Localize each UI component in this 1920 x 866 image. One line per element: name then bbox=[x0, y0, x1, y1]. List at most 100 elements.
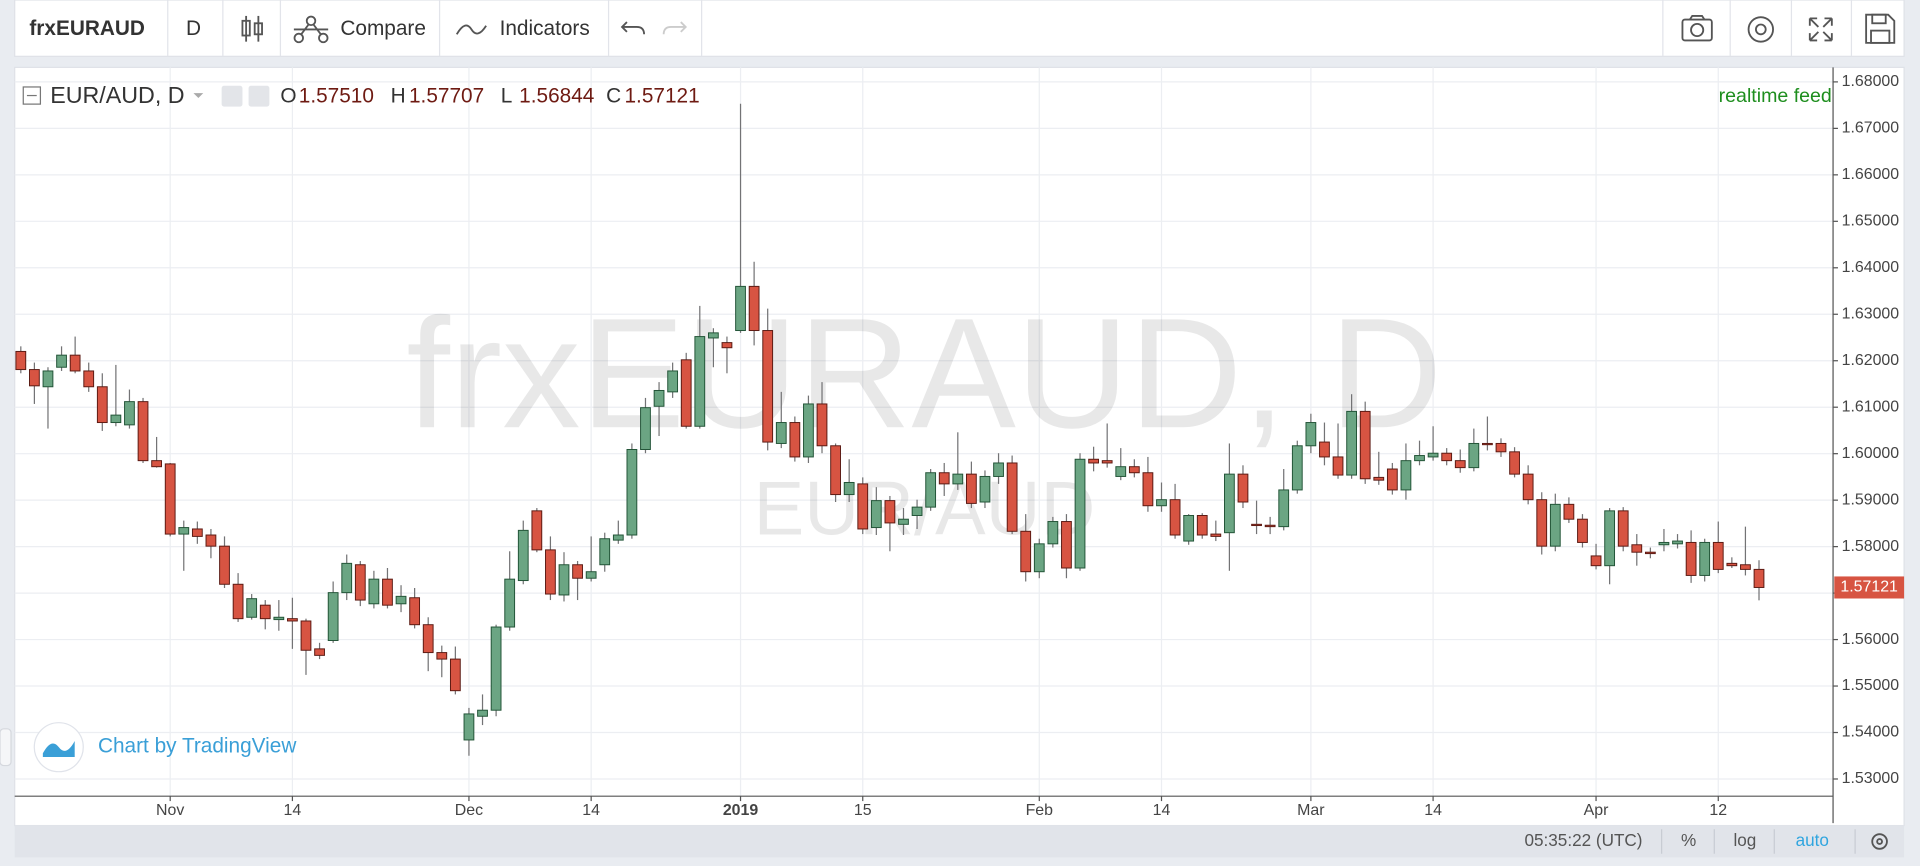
ohlc-value: 1.57121 bbox=[624, 84, 699, 107]
candle-body bbox=[775, 422, 787, 444]
interval-button[interactable]: D bbox=[186, 17, 201, 40]
settings-mini-button[interactable] bbox=[248, 85, 270, 107]
attribution[interactable]: Chart by TradingView bbox=[98, 735, 297, 758]
indicators-icon[interactable] bbox=[455, 24, 487, 35]
dropdown-icon[interactable] bbox=[193, 93, 204, 98]
candle-body bbox=[762, 330, 774, 443]
ohlc-key: O bbox=[280, 84, 296, 107]
symbol-button[interactable]: frxEURAUD bbox=[29, 17, 145, 40]
candle-body bbox=[96, 386, 108, 424]
log-toggle[interactable]: log bbox=[1733, 830, 1756, 850]
x-tick-label: Nov bbox=[156, 802, 184, 819]
series-title[interactable]: EUR/AUD, D bbox=[50, 82, 184, 108]
candle-body bbox=[667, 370, 679, 393]
candle-body bbox=[1196, 514, 1208, 536]
x-tick-label: 14 bbox=[582, 802, 600, 819]
candle-body bbox=[952, 473, 964, 485]
x-tick-label: 14 bbox=[1424, 802, 1442, 819]
candle-body bbox=[1115, 466, 1127, 477]
candle-body bbox=[735, 285, 746, 332]
candle-body bbox=[1604, 510, 1616, 567]
candle-body bbox=[1183, 514, 1195, 542]
candle-body bbox=[69, 354, 81, 372]
candle-body bbox=[1726, 562, 1738, 567]
compare-icon[interactable] bbox=[293, 15, 329, 44]
candle-body bbox=[572, 564, 583, 579]
axis-settings-button[interactable] bbox=[1871, 833, 1888, 850]
candle-body bbox=[1631, 544, 1643, 553]
candle-body bbox=[640, 407, 651, 450]
candle-body bbox=[1753, 568, 1765, 588]
chart-style-button[interactable] bbox=[241, 15, 263, 42]
candle-body bbox=[205, 534, 217, 547]
candle-body bbox=[545, 549, 556, 595]
chart-panel bbox=[14, 66, 1905, 827]
y-tick-label: 1.60000 bbox=[1842, 445, 1900, 462]
candle-body bbox=[599, 538, 611, 566]
candle-body bbox=[1088, 458, 1099, 464]
tradingview-logo-mark bbox=[42, 741, 75, 757]
candle-body bbox=[925, 472, 937, 508]
candle-body bbox=[110, 414, 122, 424]
settings-button[interactable] bbox=[1747, 16, 1774, 43]
candle-body bbox=[993, 462, 1004, 477]
candle-body bbox=[1482, 442, 1493, 446]
candle-body bbox=[558, 564, 570, 596]
ohlc-legend: O 1.57510 H 1.57707 L 1.56844 C 1.57121 bbox=[280, 84, 699, 107]
candle-body bbox=[843, 482, 855, 496]
last-price-label: 1.57121 bbox=[1840, 579, 1898, 596]
indicators-button[interactable]: Indicators bbox=[500, 17, 590, 40]
candle-body bbox=[1169, 499, 1181, 536]
candle-body bbox=[287, 618, 298, 622]
ohlc-key: H bbox=[391, 84, 406, 107]
percent-toggle[interactable]: % bbox=[1681, 830, 1696, 850]
candle-body bbox=[1400, 460, 1412, 491]
screenshot-button[interactable] bbox=[1681, 15, 1713, 42]
watermark: frxEURAUD, D bbox=[406, 286, 1442, 461]
candle-body bbox=[1346, 410, 1358, 476]
candle-body bbox=[653, 389, 665, 407]
candle-body bbox=[1264, 524, 1276, 528]
candle-body bbox=[449, 658, 461, 692]
candle-body bbox=[1251, 523, 1262, 527]
y-tick-label: 1.54000 bbox=[1842, 724, 1900, 741]
candle-body bbox=[1699, 541, 1711, 576]
undo-button[interactable] bbox=[620, 21, 645, 35]
candle-body bbox=[409, 597, 421, 626]
candle-body bbox=[965, 473, 977, 504]
x-tick-label: 15 bbox=[854, 802, 872, 819]
visibility-button[interactable] bbox=[221, 85, 243, 107]
candle-body bbox=[368, 578, 380, 605]
compare-button[interactable]: Compare bbox=[340, 17, 426, 40]
fullscreen-button[interactable] bbox=[1808, 17, 1833, 42]
candle-body bbox=[531, 510, 543, 551]
auto-toggle[interactable]: auto bbox=[1796, 830, 1829, 850]
y-tick-label: 1.63000 bbox=[1842, 305, 1900, 322]
y-tick-label: 1.55000 bbox=[1842, 677, 1900, 694]
x-tick-label: Mar bbox=[1297, 802, 1325, 819]
grid bbox=[14, 67, 1834, 797]
candle-body bbox=[1468, 442, 1480, 469]
candle-body bbox=[1740, 564, 1751, 570]
candle-body bbox=[707, 332, 719, 339]
candle-body bbox=[137, 401, 149, 462]
candle-body bbox=[436, 652, 448, 660]
candle-body bbox=[246, 598, 258, 618]
side-toggle[interactable] bbox=[0, 728, 12, 767]
redo-button[interactable] bbox=[662, 21, 688, 35]
candle-body bbox=[517, 529, 529, 582]
candle-body bbox=[1386, 468, 1398, 491]
candle-body bbox=[273, 616, 285, 621]
candle-body bbox=[979, 475, 991, 503]
candle-body bbox=[354, 564, 366, 601]
candle-body bbox=[938, 472, 950, 485]
save-button[interactable] bbox=[1865, 13, 1896, 44]
candle-body bbox=[884, 500, 896, 524]
candle-body bbox=[898, 518, 909, 525]
candle-body bbox=[504, 578, 516, 628]
last-price-box bbox=[1834, 576, 1905, 599]
x-tick-label: 12 bbox=[1709, 802, 1727, 819]
candle-body bbox=[124, 401, 135, 426]
candle-body bbox=[1577, 518, 1588, 543]
candle-body bbox=[477, 709, 488, 717]
